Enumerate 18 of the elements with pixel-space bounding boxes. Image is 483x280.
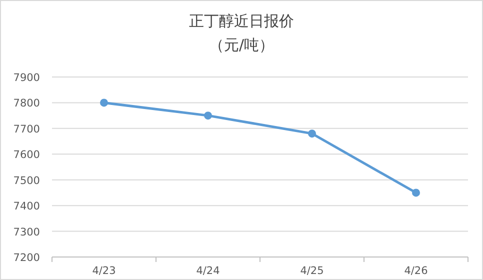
- x-tick-label: 4/23: [92, 265, 116, 277]
- y-tick-label: 7500: [13, 174, 40, 187]
- chart-subtitle: （元/吨）: [208, 36, 274, 54]
- y-tick-label: 7300: [13, 226, 40, 238]
- y-tick-label: 7600: [13, 149, 40, 162]
- y-tick-label: 7900: [13, 72, 40, 84]
- y-tick-label: 7200: [13, 252, 40, 264]
- y-tick-label: 7800: [13, 98, 40, 110]
- point: [100, 98, 108, 107]
- y-tick-label: 7700: [13, 123, 40, 136]
- x-tick-label: 4/26: [404, 265, 428, 277]
- point: [204, 112, 212, 120]
- x-tick-label: 4/24: [196, 265, 220, 277]
- x-tick-label: 4/25: [300, 265, 324, 277]
- chart-title: 正丁醇近日报价: [189, 12, 294, 30]
- point: [412, 188, 420, 197]
- y-tick-label: 7400: [13, 200, 40, 213]
- point: [308, 130, 316, 138]
